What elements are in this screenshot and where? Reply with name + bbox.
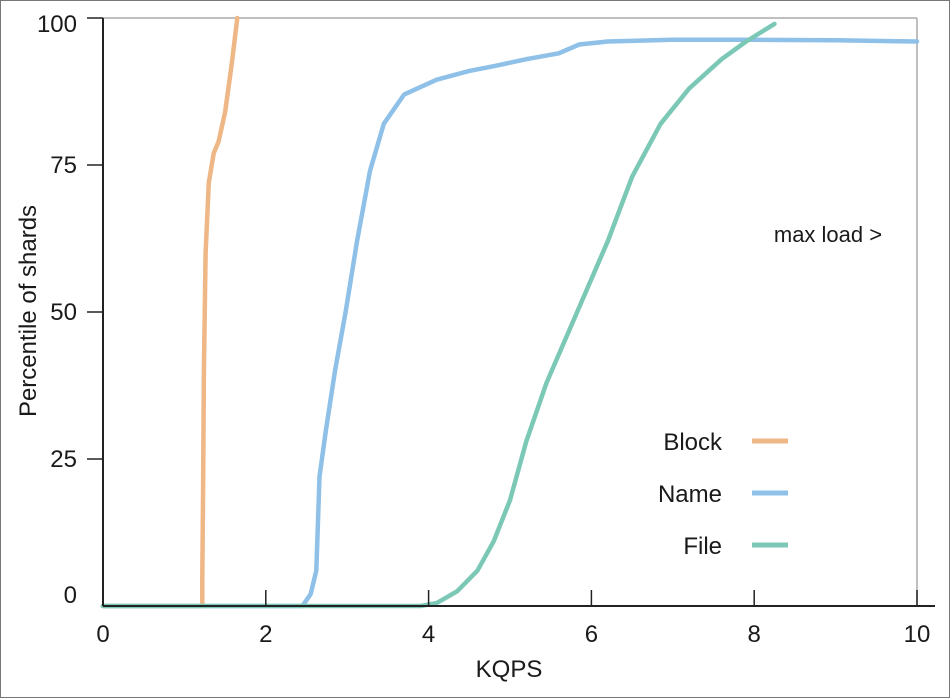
- y-tick-label: 25: [50, 446, 77, 473]
- x-tick-label: 4: [422, 621, 435, 648]
- series-line-name: [100, 37, 920, 609]
- series-layer: [100, 15, 920, 609]
- max-load-annotation: max load >: [774, 222, 882, 247]
- x-tick-label: 2: [259, 621, 272, 648]
- series-line-block: [100, 15, 240, 609]
- legend-label: Block: [663, 429, 723, 456]
- x-tick-label: 8: [748, 621, 761, 648]
- y-tick-label: 50: [50, 299, 77, 326]
- series-line-file: [100, 21, 777, 609]
- x-axis-label: KQPS: [476, 656, 543, 683]
- y-tick-label: 75: [50, 152, 77, 179]
- legend-item-file: File: [683, 533, 788, 560]
- legend-label: File: [683, 533, 722, 560]
- x-tick-label: 6: [585, 621, 598, 648]
- x-tick-label: 10: [904, 621, 931, 648]
- x-tick-label: 0: [96, 621, 109, 648]
- y-tick-label: 0: [64, 582, 77, 609]
- legend-item-name: Name: [658, 481, 788, 508]
- legend-item-block: Block: [663, 429, 788, 456]
- legend: Block Name File: [658, 429, 788, 560]
- y-tick-label: 100: [37, 11, 77, 38]
- legend-label: Name: [658, 481, 722, 508]
- y-axis-label: Percentile of shards: [15, 205, 42, 417]
